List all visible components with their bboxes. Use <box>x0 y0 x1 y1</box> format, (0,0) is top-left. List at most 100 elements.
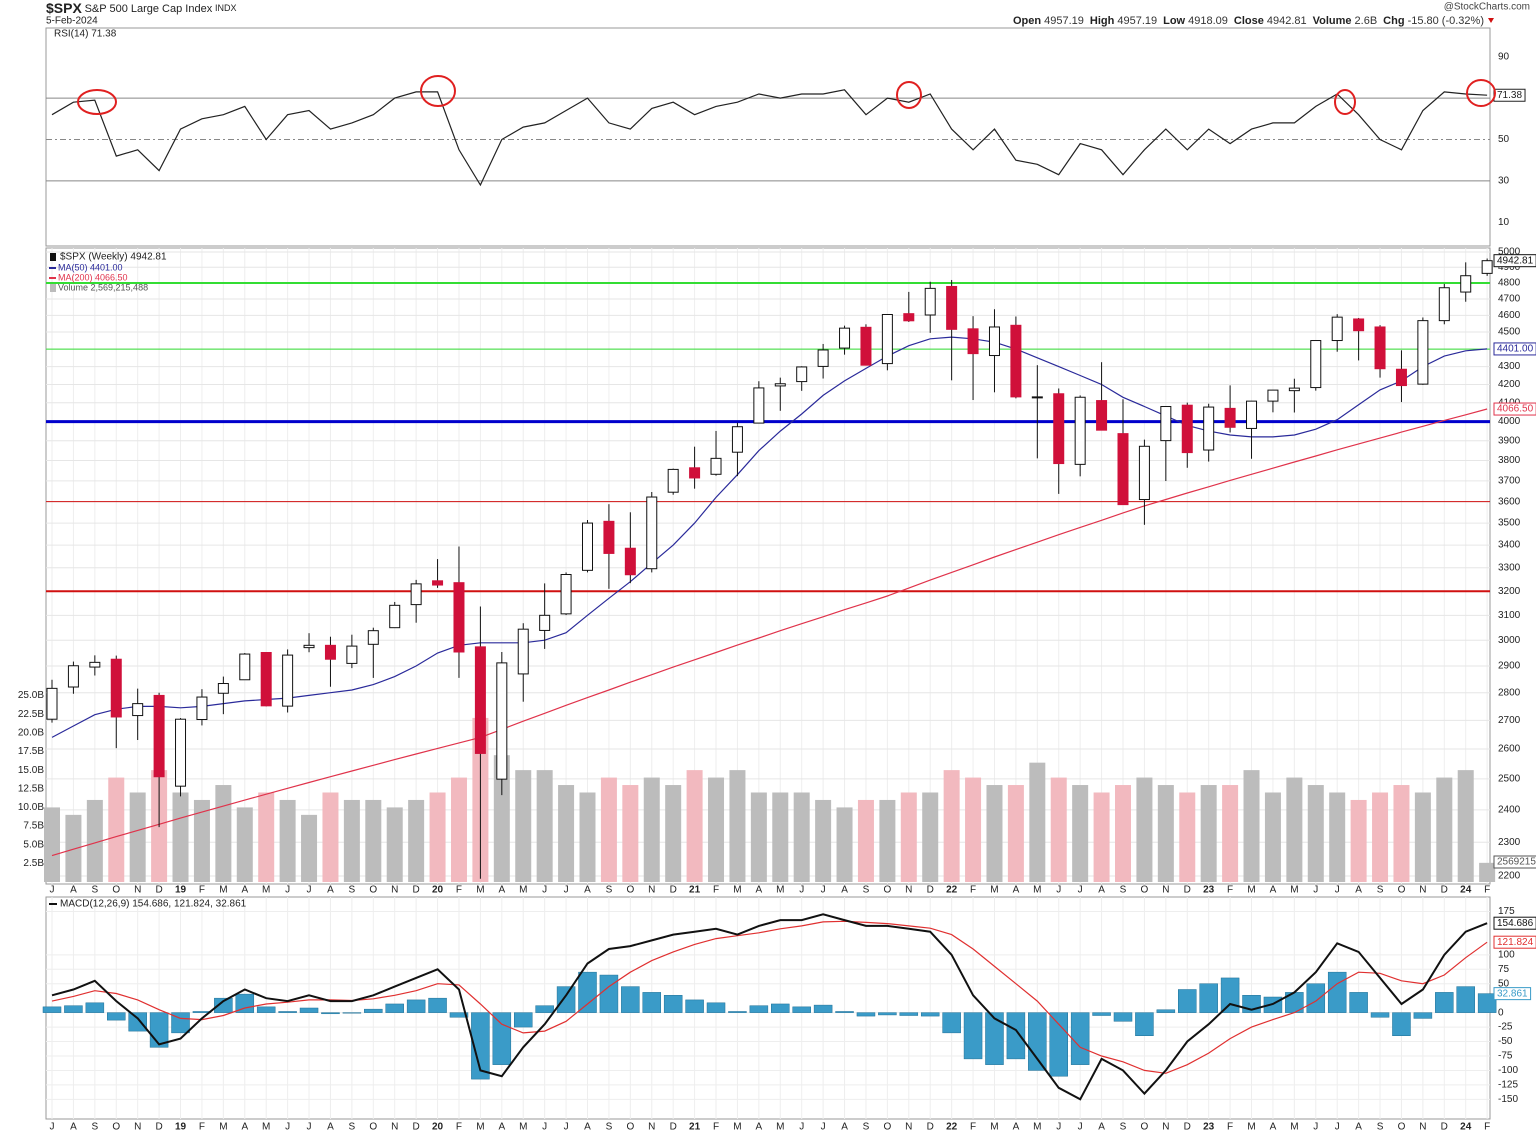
candle-body <box>988 326 1000 357</box>
candle-body <box>1267 389 1279 402</box>
y-tick-label: 3900 <box>1498 435 1521 446</box>
volume-bar <box>236 807 253 882</box>
x-tick-label: A <box>1013 1122 1020 1133</box>
circle-annotation <box>896 81 922 109</box>
x-tick-label: A <box>756 1122 763 1133</box>
histogram-bar <box>1220 977 1240 1013</box>
volume-bar <box>322 792 339 882</box>
candle-body <box>967 328 979 355</box>
candle-body <box>1160 406 1172 442</box>
exchange: INDX <box>215 3 237 13</box>
candle-body <box>1181 404 1193 454</box>
circle-annotation <box>1466 79 1496 107</box>
x-tick-label: N <box>1419 1122 1426 1133</box>
histogram-bar <box>406 999 426 1013</box>
x-tick-label: M <box>776 1122 784 1133</box>
histogram-bar <box>171 1012 190 1034</box>
x-tick-label: A <box>327 1122 334 1133</box>
x-tick-label: M <box>990 885 998 896</box>
x-tick-label: 24 <box>1460 1122 1472 1133</box>
volume-bar <box>1222 785 1239 882</box>
x-tick-label: M <box>219 885 227 896</box>
x-tick-label: O <box>626 885 634 896</box>
x-tick-label: O <box>369 1122 377 1133</box>
histogram-bar <box>621 986 640 1013</box>
x-tick-label: D <box>927 1122 934 1133</box>
x-tick-label: A <box>841 885 848 896</box>
x-tick-label: 19 <box>175 1122 187 1133</box>
end-label-box <box>1493 254 1536 268</box>
volume-bar <box>1307 785 1324 882</box>
candle-body <box>796 366 808 383</box>
y-tick-label: 2400 <box>1498 805 1521 816</box>
end-label: 71.38 <box>1497 90 1522 101</box>
x-tick-label: S <box>606 885 613 896</box>
y-tick-label: 2600 <box>1498 744 1521 755</box>
candle-body <box>410 583 422 606</box>
y-tick-label: 3000 <box>1498 635 1521 646</box>
quote-label: Chg <box>1383 15 1404 27</box>
end-label: 2569215 <box>1497 857 1536 868</box>
histogram-bar <box>364 1008 383 1013</box>
volume-bar <box>708 777 725 882</box>
header-title: $SPX S&P 500 Large Cap Index INDX <box>46 0 237 16</box>
macd-line <box>51 920 1488 1074</box>
volume-tick-label: 25.0B <box>18 690 44 701</box>
x-tick-label: M <box>519 885 527 896</box>
x-tick-label: D <box>413 885 420 896</box>
x-tick-label: J <box>307 885 312 896</box>
volume-bar <box>429 792 446 882</box>
x-tick-label: M <box>776 885 784 896</box>
candle-body <box>1353 318 1365 332</box>
x-tick-label: F <box>713 1122 719 1133</box>
x-tick-label: A <box>1355 885 1362 896</box>
y-tick-label: 30 <box>1498 176 1510 187</box>
candle-body <box>1053 393 1065 465</box>
x-tick-label: 21 <box>689 1122 701 1133</box>
candle-body <box>1374 326 1386 370</box>
histogram-bar <box>578 971 597 1013</box>
candle-body <box>389 604 401 629</box>
x-tick-label: O <box>112 1122 120 1133</box>
circle-annotation <box>1334 89 1356 115</box>
rsi-panel <box>45 27 1491 247</box>
candle-body <box>1246 400 1258 429</box>
candle-body <box>624 547 636 576</box>
x-tick-label: J <box>564 885 569 896</box>
x-tick-label: S <box>349 885 356 896</box>
candle-body <box>474 646 486 754</box>
x-tick-label: S <box>863 1122 870 1133</box>
x-tick-label: D <box>1441 1122 1448 1133</box>
x-tick-label: 20 <box>432 1122 444 1133</box>
volume-bar <box>900 792 917 882</box>
histogram-bar <box>835 1011 854 1013</box>
y-tick-label: -50 <box>1498 1036 1513 1047</box>
x-tick-label: D <box>1184 885 1191 896</box>
histogram-bar <box>706 1002 726 1013</box>
volume-bar <box>558 785 575 882</box>
x-tick-label: D <box>1184 1122 1191 1133</box>
x-tick-label: J <box>1078 885 1083 896</box>
volume-bar <box>86 799 103 882</box>
candle-body <box>881 313 893 365</box>
x-tick-label: D <box>413 1122 420 1133</box>
x-tick-label: D <box>927 885 934 896</box>
y-tick-label: 0 <box>1498 1007 1504 1018</box>
candle-body <box>217 683 229 694</box>
x-tick-label: N <box>1162 1122 1169 1133</box>
volume-bar <box>686 770 703 882</box>
volume-bar <box>65 814 82 882</box>
y-tick-label: 4200 <box>1498 379 1521 390</box>
x-tick-label: M <box>1290 885 1298 896</box>
end-label-box <box>1493 855 1536 869</box>
x-tick-label: O <box>1398 885 1406 896</box>
x-tick-label: A <box>241 1122 248 1133</box>
x-tick-label: J <box>1313 1122 1318 1133</box>
volume-tick-label: 7.5B <box>23 821 44 832</box>
x-tick-label: J <box>50 885 55 896</box>
x-tick-label: N <box>905 1122 912 1133</box>
x-tick-label: S <box>863 885 870 896</box>
volume-bar <box>622 785 639 882</box>
x-tick-label: M <box>1247 885 1255 896</box>
volume-bar <box>1350 799 1367 882</box>
